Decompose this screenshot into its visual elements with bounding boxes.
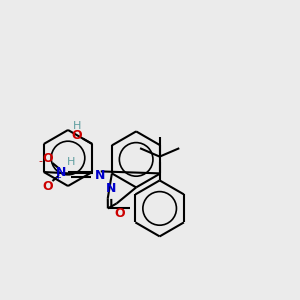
Text: +: +: [54, 172, 61, 182]
Text: N: N: [94, 169, 105, 182]
Text: -: -: [38, 156, 42, 166]
Text: H: H: [73, 121, 81, 130]
Text: O: O: [71, 129, 82, 142]
Text: H: H: [67, 158, 75, 167]
Text: N: N: [56, 166, 67, 178]
Text: N: N: [106, 182, 116, 195]
Text: O: O: [42, 179, 53, 193]
Text: O: O: [114, 207, 125, 220]
Text: O: O: [42, 152, 53, 166]
